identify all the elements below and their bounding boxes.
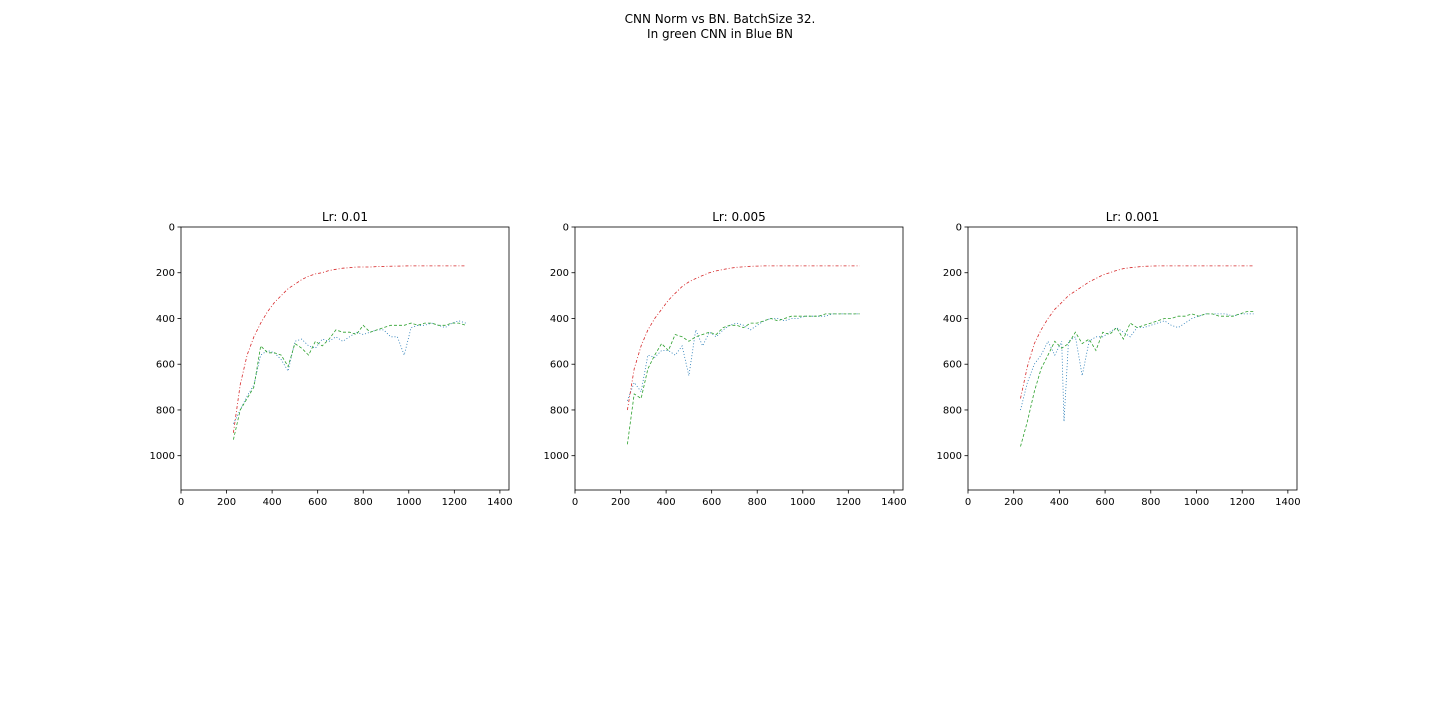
series-line-bn bbox=[627, 313, 860, 401]
y-tick-label: 800 bbox=[943, 405, 962, 416]
x-tick-label: 1400 bbox=[881, 497, 906, 508]
figure-title-line-2: In green CNN in Blue BN bbox=[647, 27, 793, 41]
series-line-baseline bbox=[627, 265, 860, 411]
x-tick-label: 200 bbox=[1004, 497, 1023, 508]
x-tick-label: 1000 bbox=[790, 497, 815, 508]
subplot-lr-0-005: Lr: 0.005 0 200 400 600 800 1000 1200 1400 0 200 40… bbox=[544, 210, 907, 508]
y-tick-label: 600 bbox=[156, 360, 175, 371]
y-tick-label: 200 bbox=[550, 268, 569, 279]
x-tick-label: 600 bbox=[308, 497, 327, 508]
plot-area bbox=[627, 265, 860, 445]
subplot-lr-0-01: Lr: 0.01 0 200 400 600 800 1000 1200 1400 0 200 400… bbox=[150, 210, 513, 508]
axes-frame bbox=[967, 226, 1298, 491]
plot-area bbox=[233, 265, 466, 440]
axes-frame bbox=[574, 226, 904, 491]
x-tick-label: 1200 bbox=[1229, 497, 1254, 508]
x-tick-label: 1400 bbox=[1275, 497, 1300, 508]
figure-title: CNN Norm vs BN. BatchSize 32. In green C… bbox=[0, 12, 1440, 42]
series-line-bn bbox=[233, 320, 466, 424]
subplot-title: Lr: 0.01 bbox=[322, 210, 368, 224]
x-tick-label: 1200 bbox=[442, 497, 467, 508]
x-tick-label: 1000 bbox=[396, 497, 421, 508]
x-tick-label: 0 bbox=[572, 497, 578, 508]
x-tick-label: 800 bbox=[1141, 497, 1160, 508]
x-tick-label: 200 bbox=[217, 497, 236, 508]
y-tick-label: 0 bbox=[563, 223, 569, 234]
x-tick-label: 1400 bbox=[487, 497, 512, 508]
series-line-bn bbox=[1020, 313, 1254, 422]
y-tick-label: 400 bbox=[943, 314, 962, 325]
x-tick-label: 600 bbox=[1096, 497, 1115, 508]
axes-frame bbox=[180, 226, 510, 491]
x-tick-label: 400 bbox=[657, 497, 676, 508]
x-tick-label: 400 bbox=[263, 497, 282, 508]
x-tick-label: 1200 bbox=[836, 497, 861, 508]
x-tick-label: 800 bbox=[354, 497, 373, 508]
y-tick-label: 800 bbox=[156, 405, 175, 416]
plot-area bbox=[1020, 265, 1254, 447]
series-line-baseline bbox=[233, 265, 466, 433]
x-tick-label: 200 bbox=[611, 497, 630, 508]
x-tick-label: 0 bbox=[965, 497, 971, 508]
y-tick-label: 600 bbox=[943, 360, 962, 371]
y-tick-label: 400 bbox=[550, 314, 569, 325]
y-tick-label: 0 bbox=[956, 223, 962, 234]
series-line-cnn bbox=[627, 313, 860, 445]
subplot-title: Lr: 0.001 bbox=[1106, 210, 1160, 224]
y-tick-label: 600 bbox=[550, 360, 569, 371]
subplot-title: Lr: 0.005 bbox=[712, 210, 766, 224]
figure-title-line-1: CNN Norm vs BN. BatchSize 32. bbox=[624, 12, 816, 26]
x-tick-label: 600 bbox=[702, 497, 721, 508]
y-tick-label: 800 bbox=[550, 405, 569, 416]
series-line-cnn bbox=[1020, 311, 1254, 447]
x-tick-label: 1000 bbox=[1184, 497, 1209, 508]
x-tick-label: 800 bbox=[748, 497, 767, 508]
y-tick-label: 1000 bbox=[150, 451, 175, 462]
series-line-baseline bbox=[1020, 265, 1254, 399]
y-tick-label: 1000 bbox=[544, 451, 569, 462]
y-tick-label: 200 bbox=[943, 268, 962, 279]
x-tick-label: 400 bbox=[1050, 497, 1069, 508]
y-tick-label: 200 bbox=[156, 268, 175, 279]
y-tick-label: 400 bbox=[156, 314, 175, 325]
y-tick-label: 0 bbox=[169, 223, 175, 234]
y-tick-label: 1000 bbox=[937, 451, 962, 462]
subplot-lr-0-001: Lr: 0.001 0 200 400 600 800 1000 1200 1400 0 200 40… bbox=[937, 210, 1301, 508]
x-tick-label: 0 bbox=[178, 497, 184, 508]
series-line-cnn bbox=[233, 322, 466, 440]
